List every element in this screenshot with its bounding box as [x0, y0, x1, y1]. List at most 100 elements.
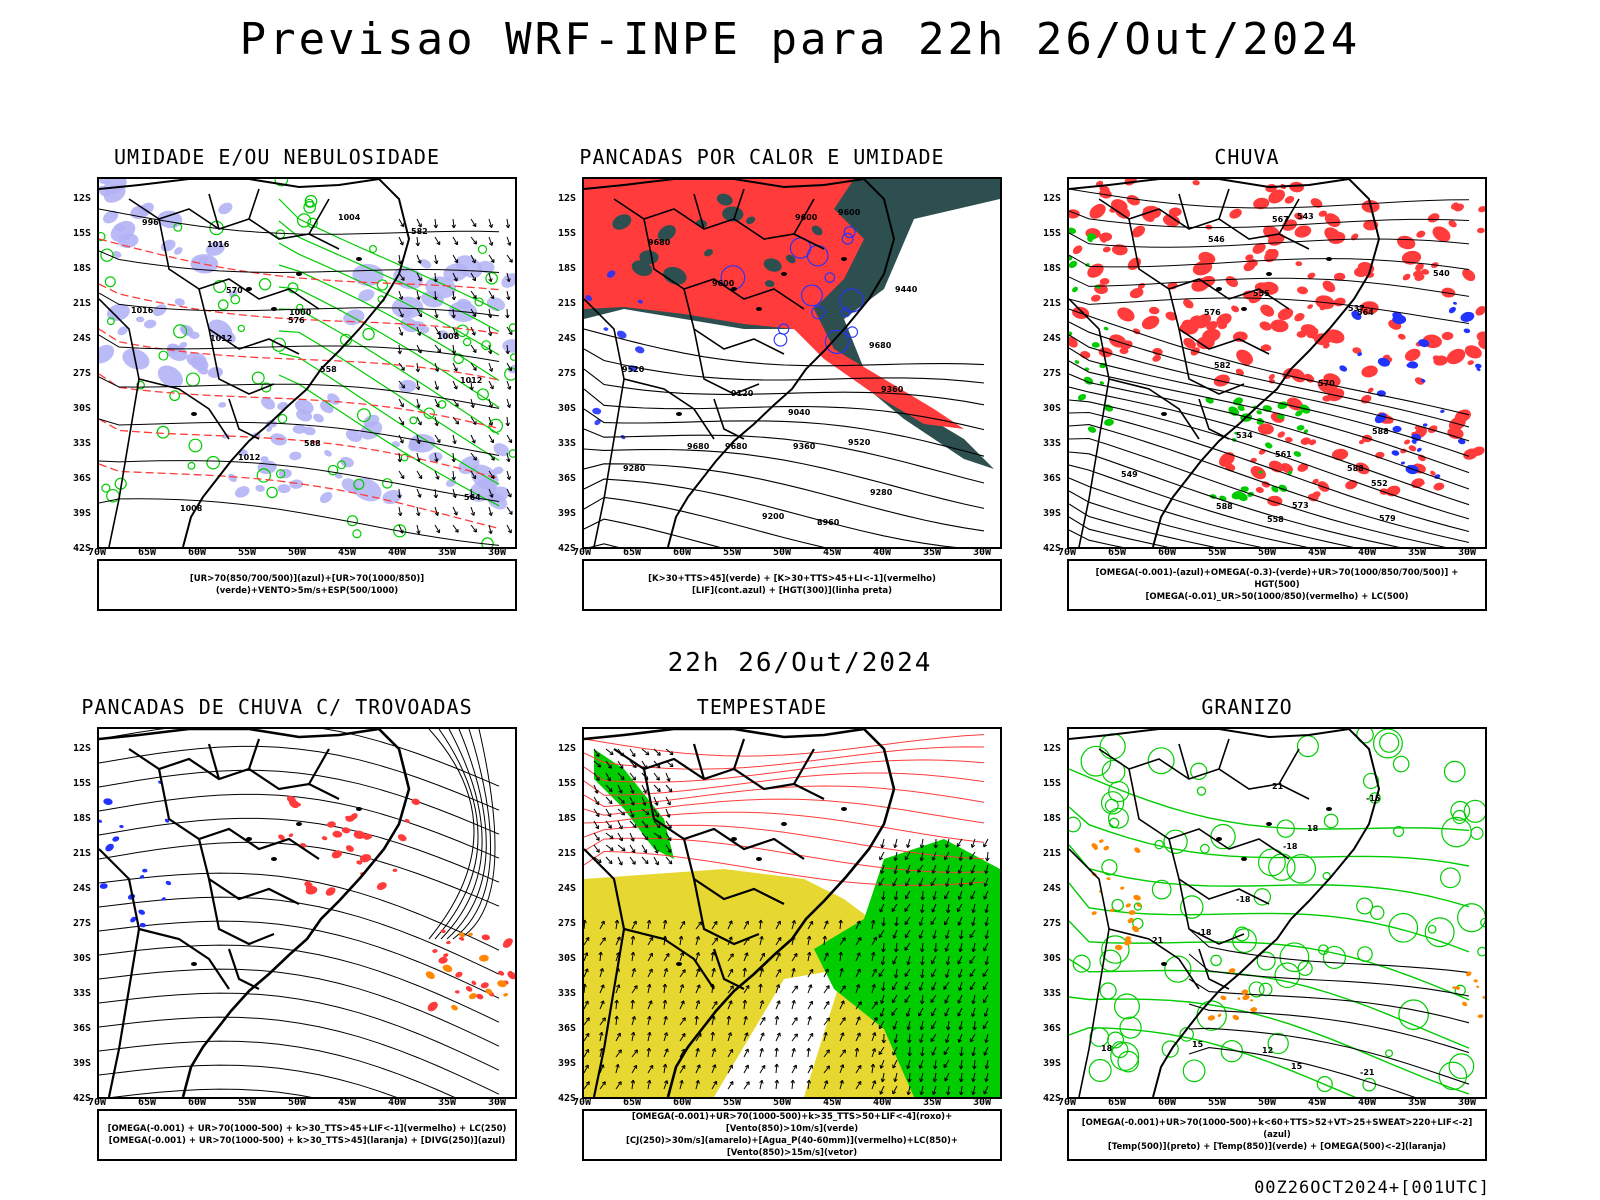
lon-tick-label: 65W	[1107, 1097, 1127, 1108]
lat-tick-label: 15S	[1042, 228, 1061, 239]
lon-tick-label: 50W	[1257, 547, 1277, 558]
lat-tick-label: 27S	[557, 368, 576, 379]
lat-tick-label: 36S	[72, 473, 91, 484]
contour-label: 588	[1347, 464, 1364, 473]
legend-box: [OMEGA(-0.001)-(azul)+OMEGA(-0.3)-(verde…	[1067, 559, 1487, 611]
legend-line: [K>30+TTS>45](verde) + [K>30+TTS>45+LI<-…	[648, 574, 936, 584]
panel-chuva: CHUVA 588 588 588 582 579 576 573 570 567 564 561 55…	[1007, 145, 1487, 635]
lat-tick-label: 30S	[1042, 953, 1061, 964]
map-plot: -18 -18 -21 -18 -15 15 18 21 12 15 18 21	[1067, 727, 1487, 1099]
legend-line: [UR>70(850/700/500)](azul)+[UR>70(1000/8…	[189, 574, 425, 596]
lon-tick-label: 70W	[87, 1097, 107, 1108]
lon-tick-label: 50W	[772, 1097, 792, 1108]
lon-tick-label: 55W	[237, 1097, 257, 1108]
lon-tick-label: 45W	[1307, 547, 1327, 558]
contour-label: 18	[1101, 1044, 1113, 1053]
contour-label: 1008	[437, 332, 460, 341]
lat-tick-label: 15S	[557, 228, 576, 239]
lon-tick-label: 55W	[722, 1097, 742, 1108]
lon-tick-label: 60W	[187, 1097, 207, 1108]
legend-line: [Temp(500)](preto) + [Temp(850)](verde) …	[1107, 1142, 1447, 1152]
lon-tick-label: 55W	[1207, 1097, 1227, 1108]
map-plot	[97, 727, 517, 1099]
lat-tick-label: 27S	[72, 368, 91, 379]
contour-label: 582	[411, 227, 428, 236]
lat-tick-label: 36S	[72, 1023, 91, 1034]
contour-label: 558	[1267, 515, 1284, 524]
contour-label: -18	[1236, 895, 1251, 904]
contour-label: -18	[1283, 842, 1298, 851]
contour-label: 9600	[712, 279, 735, 288]
lat-tick-label: 21S	[557, 848, 576, 859]
lat-tick-label: 30S	[72, 953, 91, 964]
contour-label: 9680	[869, 341, 892, 350]
contour-label: 573	[1292, 501, 1309, 510]
lat-tick-label: 24S	[557, 883, 576, 894]
run-footer: 00Z26OCT2024+[001UTC]	[1254, 1178, 1490, 1198]
contour-label: 588	[1216, 502, 1233, 511]
lon-tick-label: 65W	[137, 547, 157, 558]
contour-label: 588	[1372, 427, 1389, 436]
lon-tick-label: 40W	[387, 1097, 407, 1108]
contour-label: -15	[1366, 794, 1381, 803]
lat-tick-label: 36S	[1042, 473, 1061, 484]
lon-tick-label: 70W	[87, 547, 107, 558]
lon-tick-label: 40W	[872, 547, 892, 558]
lat-tick-label: 24S	[72, 333, 91, 344]
lat-tick-label: 42S	[1042, 1093, 1061, 1104]
lat-tick-label: 27S	[557, 918, 576, 929]
lat-tick-label: 33S	[1042, 988, 1061, 999]
lat-tick-label: 39S	[1042, 1058, 1061, 1069]
legend-box: [OMEGA(-0.001)+UR>70(1000-500)+k>35_TTS>…	[582, 1109, 1002, 1161]
lat-tick-label: 12S	[557, 193, 576, 204]
legend-line: [OMEGA(-0.01)_UR>50(1000/850)(vermelho) …	[1145, 592, 1409, 602]
lat-tick-label: 15S	[72, 228, 91, 239]
contour-label: 9360	[793, 442, 816, 451]
lat-tick-label: 18S	[72, 263, 91, 274]
contour-label: 996	[142, 218, 159, 227]
panel-title: TEMPESTADE	[696, 695, 828, 719]
contour-label: 540	[1433, 269, 1450, 278]
lon-tick-label: 35W	[922, 547, 942, 558]
panel-title: PANCADAS POR CALOR E UMIDADE	[579, 145, 945, 169]
contour-label: 564	[1357, 308, 1374, 317]
lon-tick-label: 35W	[437, 1097, 457, 1108]
contour-label: 21	[1272, 782, 1284, 791]
lat-tick-label: 33S	[557, 438, 576, 449]
contour-label: 9040	[788, 408, 811, 417]
lat-tick-label: 12S	[72, 193, 91, 204]
main-title: Previsao WRF-INPE para 22h 26/Out/2024	[239, 14, 1361, 65]
lon-tick-label: 70W	[1057, 1097, 1077, 1108]
contour-label: 555	[1253, 289, 1270, 298]
lat-tick-label: 42S	[72, 543, 91, 554]
panel-trovoadas: PANCADAS DE CHUVA C/ TROVOADAS 12S 15S 18S 2…	[37, 695, 517, 1185]
lon-tick-label: 50W	[1257, 1097, 1277, 1108]
lat-tick-label: 24S	[557, 333, 576, 344]
lat-tick-label: 18S	[557, 263, 576, 274]
lat-tick-label: 12S	[557, 743, 576, 754]
contour-label: 1000	[289, 308, 312, 317]
contour-label: 1012	[210, 334, 232, 343]
lat-tick-label: 12S	[1042, 743, 1061, 754]
lat-tick-label: 33S	[72, 438, 91, 449]
contour-label: 21	[1152, 936, 1164, 945]
lat-tick-label: 21S	[1042, 298, 1061, 309]
contour-label: 582	[1214, 361, 1231, 370]
contour-label: 1012	[460, 376, 482, 385]
contour-label: 1016	[207, 240, 230, 249]
lon-tick-label: 45W	[337, 1097, 357, 1108]
lat-tick-label: 24S	[1042, 883, 1061, 894]
legend-box: [UR>70(850/700/500)](azul)+[UR>70(1000/8…	[97, 559, 517, 611]
contour-label: 561	[1275, 450, 1292, 459]
contour-label: 1004	[338, 213, 361, 222]
lat-tick-label: 33S	[72, 988, 91, 999]
contour-label: 546	[1208, 235, 1225, 244]
contour-label: 549	[1121, 470, 1138, 479]
lon-tick-label: 40W	[387, 547, 407, 558]
lon-tick-label: 35W	[1407, 547, 1427, 558]
lon-tick-label: 55W	[1207, 547, 1227, 558]
legend-box: [OMEGA(-0.001)+UR>70(1000-500)+k<60+TTS>…	[1067, 1109, 1487, 1161]
lon-tick-label: 30W	[487, 547, 507, 558]
contour-label: 15	[1192, 1040, 1204, 1049]
contour-label: 567	[1272, 215, 1289, 224]
